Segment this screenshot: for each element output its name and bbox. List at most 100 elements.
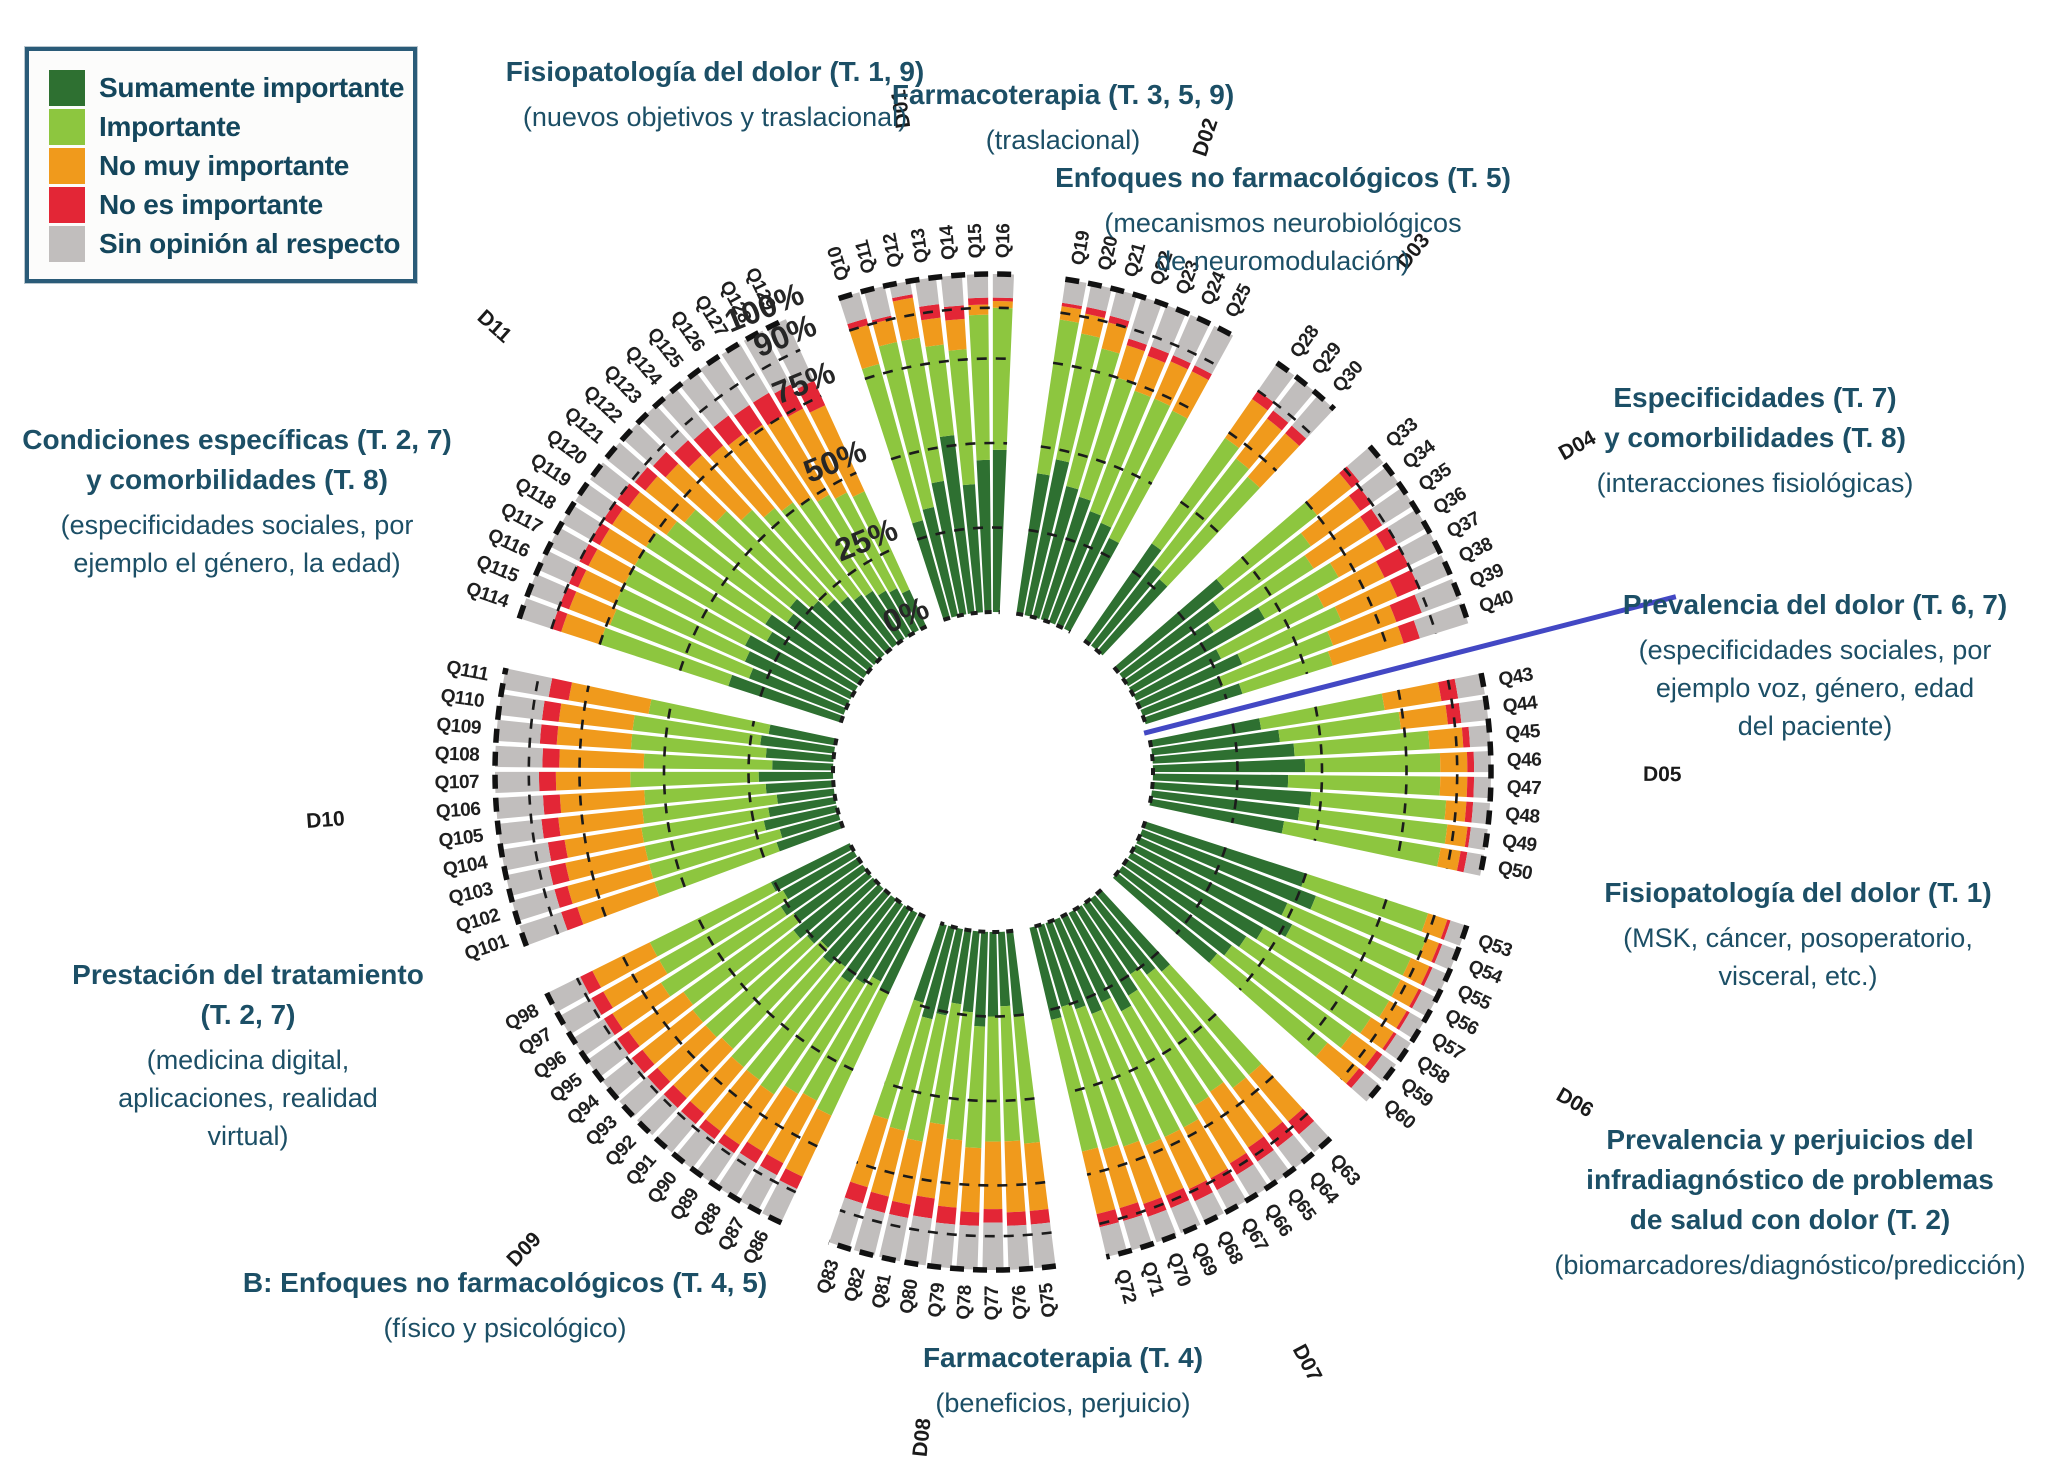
- bar-Q36-no_es: [1375, 527, 1398, 551]
- bar-Q89-no_muy: [724, 1084, 774, 1145]
- gridline-25pct: [772, 879, 890, 995]
- gridline-90pct: [550, 348, 801, 630]
- bar-Q59-no_muy: [1340, 1032, 1377, 1067]
- bar-Q96-no_muy: [612, 982, 671, 1030]
- bar-Q11-no_es: [871, 315, 892, 324]
- bar-Q101-sin_opinion: [519, 912, 568, 946]
- bar-Q81-sumamente: [936, 927, 964, 1016]
- bar-Q97-importante: [659, 890, 789, 974]
- bar-Q14-sumamente: [962, 484, 984, 613]
- bar-Q105-no_es: [541, 817, 561, 839]
- bar-Q57-sin_opinion: [1399, 1012, 1425, 1039]
- bar-Q110-no_es: [541, 700, 562, 722]
- bar-Q95-sin_opinion: [586, 1038, 629, 1078]
- bar-Q19-sumamente: [1016, 473, 1050, 615]
- bar-Q65-no_muy: [1210, 1082, 1264, 1148]
- bar-Q102-no_es: [554, 885, 573, 908]
- bar-Q11-sumamente: [922, 506, 959, 618]
- bar-Q58-no_es: [1382, 1032, 1397, 1051]
- bar-Q22-importante: [1079, 377, 1134, 501]
- bar-Q124-no_muy: [709, 445, 775, 518]
- gridline-0pct: [1015, 611, 1072, 634]
- bar-Q91-sumamente: [822, 889, 890, 964]
- bar-Q12-sumamente: [931, 480, 967, 616]
- annotation-line: Farmacoterapia (T. 3, 5, 9): [891, 79, 1235, 110]
- bar-Q15-sumamente: [976, 459, 992, 613]
- bar-Q29-no_es: [1267, 410, 1289, 431]
- bar-Q21-no_es: [1108, 315, 1130, 328]
- bar-Q126-no_es: [733, 404, 763, 435]
- bar-Q88-importante: [784, 978, 865, 1094]
- bar-Q121-importante: [684, 509, 797, 608]
- bar-Q35-no_es: [1360, 508, 1383, 533]
- bar-Q107-importante: [630, 771, 759, 788]
- bar-Q65-importante: [1130, 968, 1224, 1092]
- bar-Q78-sin_opinion: [956, 1224, 979, 1270]
- bar-Q81-no_muy: [892, 1138, 923, 1205]
- question-label-Q105: Q105: [438, 825, 486, 852]
- bar-Q77-no_muy: [983, 1141, 1003, 1210]
- bar-Q23-no_muy: [1134, 355, 1166, 398]
- bar-Q79-no_es: [935, 1205, 957, 1225]
- bar-Q59-sin_opinion: [1369, 1054, 1396, 1082]
- gridline-25pct: [1131, 570, 1162, 595]
- bar-Q21-sumamente: [1032, 486, 1079, 619]
- bar-Q25-sumamente: [1064, 537, 1120, 632]
- bar-Q37-importante: [1216, 593, 1325, 659]
- bar-Q28-sumamente: [1084, 543, 1162, 645]
- bar-Q94-sumamente: [793, 871, 872, 939]
- annotation-line: visceral, etc.): [1718, 961, 1878, 991]
- bar-Q80-sin_opinion: [904, 1215, 932, 1266]
- bar-Q22-no_muy: [1116, 345, 1145, 383]
- bar-Q127-no_muy: [767, 416, 830, 502]
- gridline-50pct: [1238, 872, 1308, 991]
- bar-Q83-no_muy: [850, 1114, 889, 1188]
- bar-Q71-importante: [1061, 1003, 1119, 1150]
- bar-Q28-sin_opinion: [1257, 362, 1295, 403]
- bar-Q69-sumamente: [1053, 917, 1102, 1015]
- annotation-line: Enfoques no farmacológicos (T. 5): [1055, 162, 1511, 193]
- bar-Q58-importante: [1239, 936, 1372, 1034]
- gridline-90pct: [575, 977, 797, 1194]
- bar-Q95-no_es: [617, 1030, 640, 1055]
- question-label-Q15: Q15: [965, 223, 987, 259]
- annotation-line: aplicaciones, realidad: [118, 1083, 378, 1113]
- bar-Q16-sin_opinion: [992, 273, 1015, 299]
- annotation-line: y comorbilidades (T. 8): [1604, 422, 1906, 453]
- bar-Q104-importante: [641, 807, 770, 843]
- bar-Q117-sin_opinion: [549, 527, 589, 562]
- bar-Q77-sumamente: [987, 931, 999, 1017]
- bar-Q117-no_es: [579, 543, 598, 566]
- bar-Q35-importante: [1207, 555, 1314, 633]
- bar-Q47-no_es: [1466, 776, 1475, 798]
- bar-Q96-no_es: [603, 1013, 624, 1036]
- bar-Q67-importante: [1121, 1005, 1199, 1128]
- bar-Q117-sumamente: [744, 635, 854, 700]
- annotation-line: Especificidades (T. 7): [1613, 382, 1897, 413]
- question-label-Q81: Q81: [868, 1272, 896, 1311]
- bar-Q117-no_muy: [588, 548, 633, 585]
- bar-Q126-sin_opinion: [700, 357, 750, 416]
- annotation-line: y comorbilidades (T. 8): [86, 464, 388, 495]
- bar-Q103-no_es: [548, 862, 570, 886]
- bar-Q66-importante: [1128, 989, 1209, 1106]
- bar-Q114-importante: [599, 627, 733, 687]
- bar-Q101-sumamente: [776, 821, 844, 852]
- gridline-25pct: [1176, 611, 1228, 700]
- bar-Q98-no_es: [580, 970, 602, 995]
- gridline-25pct: [1048, 950, 1160, 1012]
- bar-Q70-sumamente: [1045, 920, 1086, 1010]
- bar-Q38-no_muy: [1334, 580, 1398, 622]
- gridline-100pct: [827, 1239, 1057, 1273]
- annotation-line: (especificidades sociales, por: [1638, 635, 1992, 665]
- gridline-90pct: [1060, 311, 1218, 367]
- question-label-Q106: Q106: [435, 799, 481, 823]
- bar-Q16-no_es: [992, 297, 1014, 302]
- bar-Q24-sumamente: [1056, 522, 1112, 628]
- bar-Q53-sin_opinion: [1443, 920, 1467, 946]
- bar-Q64-importante: [1146, 968, 1246, 1088]
- annotation-line: (medicina digital,: [146, 1045, 350, 1075]
- bar-Q108-sin_opinion: [495, 745, 543, 768]
- bar-Q120-no_es: [617, 483, 640, 508]
